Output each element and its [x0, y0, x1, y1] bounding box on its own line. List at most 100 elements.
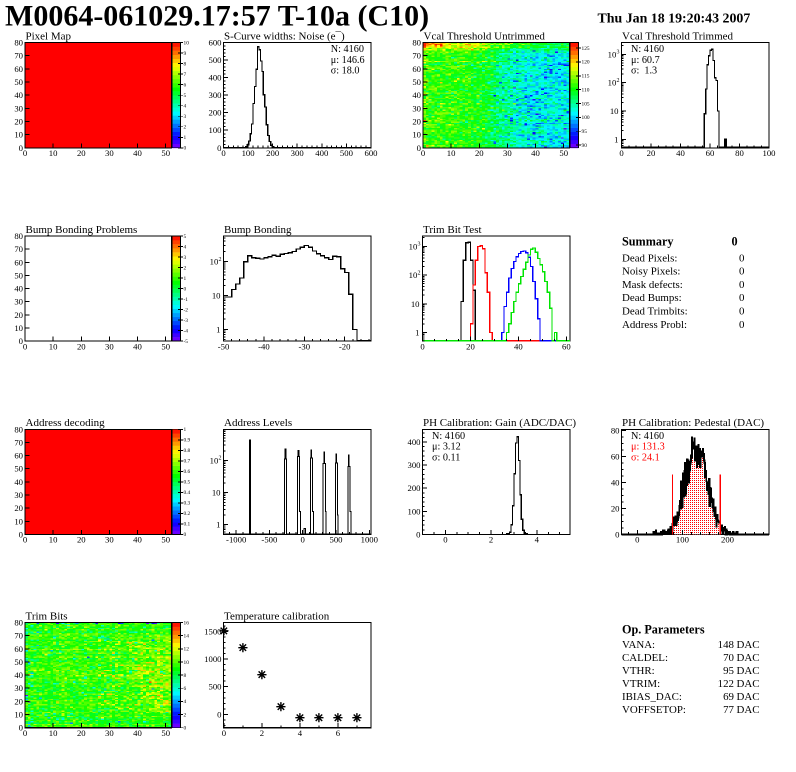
svg-text:70: 70 [412, 51, 421, 61]
svg-text:-2: -2 [184, 307, 189, 313]
svg-text:μ: 146.6: μ: 146.6 [331, 55, 365, 66]
svg-text:115: 115 [582, 74, 590, 80]
svg-text:0: 0 [23, 535, 28, 545]
svg-text:50: 50 [559, 148, 568, 158]
svg-text:0: 0 [184, 286, 187, 292]
svg-text:50: 50 [14, 270, 23, 280]
svg-text:110: 110 [582, 87, 590, 93]
svg-text:Vcal Threshold Untrimmed: Vcal Threshold Untrimmed [424, 30, 546, 42]
svg-text:IBIAS_DAC:: IBIAS_DAC: [622, 691, 682, 703]
svg-text:σ: 24.1: σ: 24.1 [631, 453, 660, 464]
svg-text:50: 50 [14, 77, 23, 87]
svg-text:DAC: DAC [737, 678, 760, 690]
svg-text:10: 10 [409, 270, 418, 280]
svg-text:200: 200 [208, 108, 222, 118]
svg-text:Address Probl:: Address Probl: [622, 319, 687, 331]
svg-text:60: 60 [14, 257, 23, 267]
svg-text:1: 1 [415, 328, 419, 338]
svg-text:10: 10 [608, 78, 617, 88]
svg-text:DAC: DAC [737, 704, 760, 716]
svg-text:200: 200 [266, 148, 280, 158]
svg-text:Trim Bit Test: Trim Bit Test [423, 224, 482, 236]
svg-text:0: 0 [615, 529, 620, 539]
svg-text:8: 8 [184, 673, 187, 679]
svg-text:20: 20 [14, 117, 23, 127]
svg-text:PH Calibration: Gain (ADC/DAC): PH Calibration: Gain (ADC/DAC) [423, 417, 576, 429]
svg-text:10: 10 [49, 148, 58, 158]
svg-text:40: 40 [133, 535, 142, 545]
svg-text:0: 0 [301, 535, 306, 545]
svg-text:10: 10 [184, 660, 190, 666]
svg-text:μ: 60.7: μ: 60.7 [631, 55, 660, 66]
svg-text:120: 120 [582, 60, 590, 66]
svg-text:600: 600 [208, 38, 222, 48]
svg-text:20: 20 [475, 148, 484, 158]
svg-text:70: 70 [723, 652, 734, 664]
svg-text:1000: 1000 [361, 535, 379, 545]
svg-text:-5: -5 [184, 339, 189, 345]
svg-text:2: 2 [219, 456, 222, 462]
svg-text:S-Curve widths: Noise (e¯): S-Curve widths: Noise (e¯) [224, 30, 345, 42]
svg-text:30: 30 [105, 728, 114, 738]
svg-text:Mask defects:: Mask defects: [622, 279, 683, 291]
svg-text:70: 70 [14, 244, 23, 254]
svg-text:0: 0 [217, 709, 222, 719]
svg-text:DAC: DAC [737, 639, 760, 651]
svg-text:600: 600 [364, 148, 378, 158]
svg-text:-4: -4 [184, 328, 189, 334]
svg-text:80: 80 [14, 231, 23, 241]
svg-text:40: 40 [676, 148, 685, 158]
svg-text:70: 70 [14, 51, 23, 61]
svg-text:100: 100 [407, 506, 421, 516]
svg-text:40: 40 [531, 148, 540, 158]
svg-text:0.8: 0.8 [184, 448, 191, 454]
svg-text:6: 6 [336, 728, 341, 738]
svg-text:Thu Jan 18 19:20:43 2007: Thu Jan 18 19:20:43 2007 [598, 12, 751, 27]
svg-text:100: 100 [208, 125, 222, 135]
svg-text:Pixel Map: Pixel Map [26, 30, 72, 42]
svg-text:0: 0 [443, 535, 448, 545]
svg-text:Vcal Threshold Trimmed: Vcal Threshold Trimmed [622, 30, 734, 42]
svg-text:10: 10 [212, 291, 221, 301]
svg-text:Address Levels: Address Levels [224, 417, 292, 429]
svg-text:95: 95 [723, 665, 734, 677]
svg-text:60: 60 [14, 451, 23, 461]
svg-text:50: 50 [412, 77, 421, 87]
svg-text:DAC: DAC [737, 652, 760, 664]
svg-text:0: 0 [619, 148, 624, 158]
svg-text:200: 200 [721, 535, 735, 545]
svg-text:10: 10 [610, 106, 619, 116]
svg-text:300: 300 [208, 90, 222, 100]
svg-text:5: 5 [184, 93, 187, 99]
svg-text:10: 10 [447, 148, 456, 158]
svg-text:20: 20 [466, 341, 475, 351]
svg-text:70: 70 [14, 631, 23, 641]
svg-text:60: 60 [706, 148, 715, 158]
svg-text:100: 100 [582, 115, 590, 121]
svg-text:0: 0 [222, 728, 227, 738]
svg-text:40: 40 [133, 728, 142, 738]
svg-text:0: 0 [184, 726, 187, 732]
svg-text:90: 90 [582, 143, 588, 149]
svg-text:0: 0 [739, 252, 745, 264]
svg-text:148: 148 [718, 639, 735, 651]
svg-text:VTHR:: VTHR: [622, 665, 655, 677]
svg-text:8: 8 [184, 61, 187, 67]
svg-text:VOFFSETOP:: VOFFSETOP: [622, 704, 686, 716]
svg-text:60: 60 [14, 64, 23, 74]
svg-text:40: 40 [611, 478, 620, 488]
svg-text:N: 4160: N: 4160 [631, 44, 664, 55]
svg-text:2: 2 [184, 265, 187, 271]
svg-text:30: 30 [503, 148, 512, 158]
svg-text:0: 0 [732, 235, 738, 249]
svg-text:-1000: -1000 [226, 535, 247, 545]
svg-text:-3: -3 [184, 318, 189, 324]
svg-text:0: 0 [23, 341, 28, 351]
svg-text:Trim Bits: Trim Bits [26, 610, 68, 622]
svg-text:2: 2 [184, 125, 187, 131]
svg-text:60: 60 [14, 644, 23, 654]
svg-text:20: 20 [611, 503, 620, 513]
svg-text:4: 4 [184, 104, 187, 110]
svg-text:16: 16 [184, 620, 190, 626]
svg-text:2: 2 [219, 257, 222, 263]
